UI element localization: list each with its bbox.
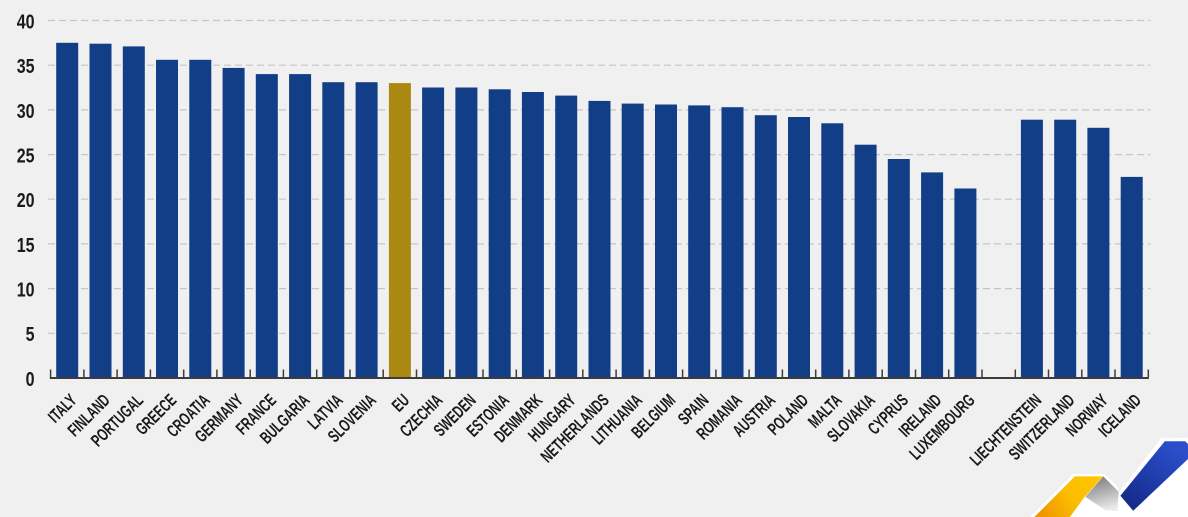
svg-text:20: 20 [17,190,35,212]
svg-text:25: 25 [17,145,35,167]
svg-text:35: 35 [17,55,35,77]
svg-text:40: 40 [17,11,35,33]
svg-text:5: 5 [26,324,35,346]
svg-text:0: 0 [26,368,35,390]
svg-text:15: 15 [17,234,35,256]
svg-text:10: 10 [17,279,35,301]
svg-text:30: 30 [17,100,35,122]
